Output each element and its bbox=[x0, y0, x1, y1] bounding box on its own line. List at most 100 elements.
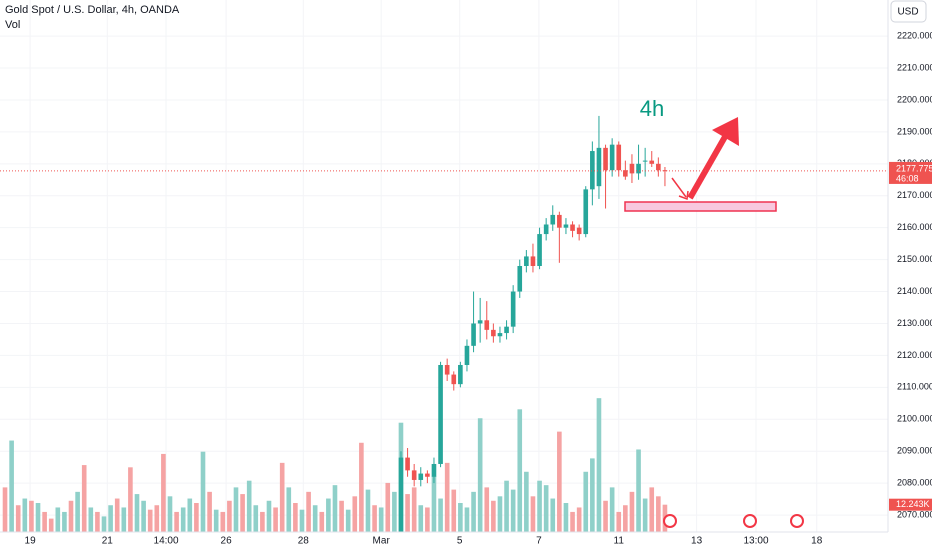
candle-body bbox=[464, 345, 470, 365]
volume-bar bbox=[62, 511, 67, 532]
volume-bar bbox=[530, 496, 536, 532]
volume-bar bbox=[154, 505, 160, 532]
x-tick-label: 5 bbox=[457, 536, 463, 547]
volume-bar bbox=[180, 507, 186, 532]
volume-bar bbox=[246, 480, 252, 532]
x-tick-label: 28 bbox=[298, 536, 310, 547]
volume-bar bbox=[187, 498, 193, 532]
volume-bar bbox=[609, 487, 615, 532]
candle-body bbox=[636, 163, 641, 174]
candle-body bbox=[497, 333, 503, 337]
volume-bar bbox=[543, 485, 549, 532]
volume-bar bbox=[471, 491, 476, 532]
volume-bar bbox=[603, 500, 608, 532]
volume-bar bbox=[392, 491, 397, 532]
candle-body bbox=[616, 144, 622, 171]
y-tick-label: 2170.000 bbox=[897, 190, 932, 200]
volume-bar bbox=[75, 491, 80, 532]
y-tick-label: 2130.000 bbox=[897, 318, 932, 328]
currency[interactable]: USD bbox=[897, 7, 918, 18]
annotation: 4h bbox=[640, 96, 664, 121]
volume-bar bbox=[537, 480, 542, 532]
volume-bar bbox=[583, 471, 589, 532]
volume-bar bbox=[134, 494, 140, 532]
volume-bar bbox=[352, 496, 358, 532]
volume-bar bbox=[167, 496, 173, 532]
volume-bar bbox=[491, 500, 496, 532]
volume-bar bbox=[147, 509, 153, 532]
y-tick-label: 2100.000 bbox=[897, 414, 932, 424]
x-tick-label: 19 bbox=[25, 536, 37, 547]
volume-bar bbox=[88, 507, 94, 532]
volume-bar bbox=[95, 511, 100, 532]
zone-rect bbox=[624, 201, 777, 212]
volume-bar bbox=[9, 440, 14, 532]
volume-bar bbox=[510, 489, 516, 532]
volume-bar bbox=[576, 507, 582, 532]
volume-bar bbox=[649, 487, 655, 532]
volume-bar bbox=[438, 498, 443, 532]
volume-bar bbox=[207, 491, 212, 532]
volume-bar bbox=[550, 498, 556, 532]
volume-bar bbox=[431, 476, 437, 532]
volume-bar bbox=[464, 507, 470, 532]
volume-bar bbox=[444, 462, 450, 532]
volume-bar bbox=[359, 442, 364, 532]
volume-bar bbox=[213, 509, 219, 532]
candle-body bbox=[576, 227, 582, 235]
candle-body bbox=[405, 457, 410, 471]
volume-bar bbox=[286, 487, 292, 532]
candle-body bbox=[451, 374, 457, 385]
volume-bar bbox=[121, 507, 127, 532]
price-label: 2177.775 bbox=[896, 163, 932, 173]
y-tick-label: 2140.000 bbox=[897, 286, 932, 296]
small-arrow-head bbox=[678, 190, 689, 201]
y-tick-label: 2110.000 bbox=[897, 382, 932, 392]
volume-bar bbox=[504, 480, 509, 532]
x-tick-label: 18 bbox=[811, 536, 823, 547]
y-tick-label: 2090.000 bbox=[897, 446, 932, 456]
currency-button[interactable] bbox=[890, 0, 927, 23]
volume-bar bbox=[273, 507, 278, 532]
volume-label: 12.243K bbox=[896, 499, 930, 509]
volume-bar bbox=[48, 518, 54, 532]
volume-bar bbox=[233, 487, 239, 532]
volume-bar bbox=[194, 503, 199, 532]
candle-body bbox=[590, 151, 595, 190]
volume-bar bbox=[563, 503, 569, 532]
countdown: 46:08 bbox=[896, 173, 919, 183]
y-tick-label: 2150.000 bbox=[897, 254, 932, 264]
volume-bar bbox=[372, 505, 377, 532]
volume-bar bbox=[108, 505, 113, 532]
volume-label-box bbox=[889, 498, 932, 511]
volume-bar bbox=[312, 505, 318, 532]
x-tick-label: 13 bbox=[691, 536, 703, 547]
volume-bar bbox=[477, 418, 483, 532]
volume-bar bbox=[570, 511, 575, 532]
volume-bar bbox=[306, 491, 311, 532]
volume-bar bbox=[411, 487, 417, 532]
candle-body bbox=[557, 214, 562, 228]
candle-body bbox=[629, 163, 635, 174]
candle-body bbox=[583, 189, 589, 235]
candle-body bbox=[491, 329, 496, 337]
volume-bar bbox=[345, 509, 351, 532]
candle-body bbox=[484, 320, 490, 330]
y-tick-label: 2200.000 bbox=[897, 94, 932, 104]
volume-bar bbox=[319, 511, 325, 532]
candle-body bbox=[596, 147, 602, 187]
volume-bar bbox=[339, 500, 344, 532]
volume-bar bbox=[200, 451, 206, 532]
volume-bar bbox=[81, 465, 87, 532]
x-tick-label: 21 bbox=[102, 536, 114, 547]
volume-bar bbox=[405, 494, 410, 532]
volume-bar bbox=[497, 496, 503, 532]
volume-bar bbox=[616, 511, 622, 532]
candle-body bbox=[398, 457, 404, 532]
candle-body bbox=[550, 214, 556, 225]
volume-bar bbox=[141, 500, 146, 532]
x-tick-label: 26 bbox=[221, 536, 233, 547]
y-tick-label: 2220.000 bbox=[897, 30, 932, 40]
candle-body bbox=[623, 170, 628, 177]
price-label-box bbox=[889, 161, 932, 184]
